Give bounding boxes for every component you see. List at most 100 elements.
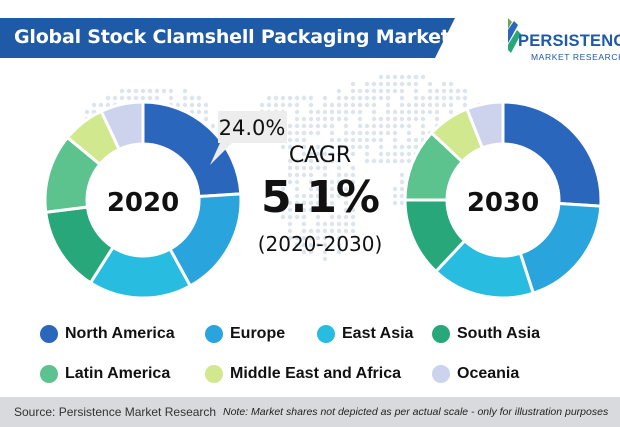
map-dot: [322, 242, 328, 248]
map-dot: [308, 123, 314, 129]
map-dot: [308, 186, 314, 192]
map-dot: [350, 95, 356, 101]
map-dot: [392, 74, 398, 80]
map-dot: [329, 144, 335, 150]
map-dot: [287, 214, 293, 220]
map-dot: [287, 130, 293, 136]
map-dot: [308, 165, 314, 171]
map-dot: [287, 158, 293, 164]
map-dot: [406, 123, 412, 129]
map-dot: [315, 165, 321, 171]
map-dot: [371, 158, 377, 164]
map-dot: [266, 102, 272, 108]
map-dot: [371, 137, 377, 143]
map-dot: [371, 130, 377, 136]
map-dot: [364, 102, 370, 108]
map-dot: [322, 193, 328, 199]
map-dot: [357, 109, 363, 115]
map-dot: [399, 151, 405, 157]
map-dot: [378, 137, 384, 143]
map-dot: [350, 137, 356, 143]
map-dot: [385, 116, 391, 122]
map-dot: [329, 137, 335, 143]
legend-item-europe: Europe: [205, 322, 285, 346]
map-dot: [294, 172, 300, 178]
map-dot: [301, 116, 307, 122]
map-dot: [126, 88, 132, 94]
map-dot: [343, 172, 349, 178]
map-dot: [308, 193, 314, 199]
map-dot: [301, 172, 307, 178]
map-dot: [301, 228, 307, 234]
map-dot: [294, 179, 300, 185]
map-dot: [294, 200, 300, 206]
map-dot: [364, 88, 370, 94]
map-dot: [315, 235, 321, 241]
map-dot: [280, 193, 286, 199]
map-dot: [336, 144, 342, 150]
map-dot: [399, 116, 405, 122]
map-dot: [392, 88, 398, 94]
map-dot: [392, 116, 398, 122]
map-dot: [322, 165, 328, 171]
map-dot: [259, 102, 265, 108]
chart-title: Global Stock Clamshell Packaging Market: [14, 26, 450, 48]
map-dot: [336, 172, 342, 178]
map-dot: [399, 172, 405, 178]
map-dot: [329, 214, 335, 220]
map-dot: [434, 102, 440, 108]
map-dot: [322, 228, 328, 234]
donut-hole-2030: [447, 144, 559, 256]
map-dot: [322, 249, 328, 255]
map-dot: [315, 123, 321, 129]
map-dot: [322, 221, 328, 227]
map-dot: [280, 144, 286, 150]
map-dot: [336, 186, 342, 192]
map-dot: [399, 186, 405, 192]
map-dot: [308, 102, 314, 108]
map-dot: [322, 172, 328, 178]
map-dot: [406, 144, 412, 150]
map-dot: [301, 137, 307, 143]
map-dot: [301, 158, 307, 164]
map-dot: [434, 116, 440, 122]
map-dot: [399, 88, 405, 94]
map-dot: [287, 200, 293, 206]
map-dot: [420, 116, 426, 122]
map-dot: [413, 137, 419, 143]
map-dot: [343, 214, 349, 220]
map-dot: [294, 130, 300, 136]
map-dot: [112, 95, 118, 101]
legend-label-south-asia: South Asia: [457, 325, 540, 342]
map-dot: [329, 102, 335, 108]
legend-swatch-latin-america: [40, 365, 58, 383]
map-dot: [462, 102, 468, 108]
map-dot: [308, 130, 314, 136]
map-dot: [105, 102, 111, 108]
map-dot: [357, 144, 363, 150]
map-dot: [378, 158, 384, 164]
map-dot: [301, 165, 307, 171]
footer-bar: [0, 397, 620, 427]
map-dot: [448, 88, 454, 94]
map-dot: [315, 207, 321, 213]
map-dot: [448, 81, 454, 87]
year-label-2030: 2030: [467, 188, 539, 218]
map-dot: [343, 186, 349, 192]
map-dot: [448, 95, 454, 101]
legend-swatch-oceania: [432, 365, 450, 383]
map-dot: [378, 130, 384, 136]
map-dot: [420, 109, 426, 115]
map-dot: [119, 95, 125, 101]
map-dot: [308, 242, 314, 248]
map-dot: [308, 151, 314, 157]
map-dot: [161, 88, 167, 94]
map-dot: [336, 116, 342, 122]
map-dot: [336, 221, 342, 227]
legend-label-east-asia: East Asia: [342, 325, 414, 342]
map-dot: [350, 228, 356, 234]
map-dot: [329, 235, 335, 241]
map-dot: [294, 95, 300, 101]
map-dot: [294, 123, 300, 129]
cagr-value: 5.1%: [260, 172, 380, 223]
